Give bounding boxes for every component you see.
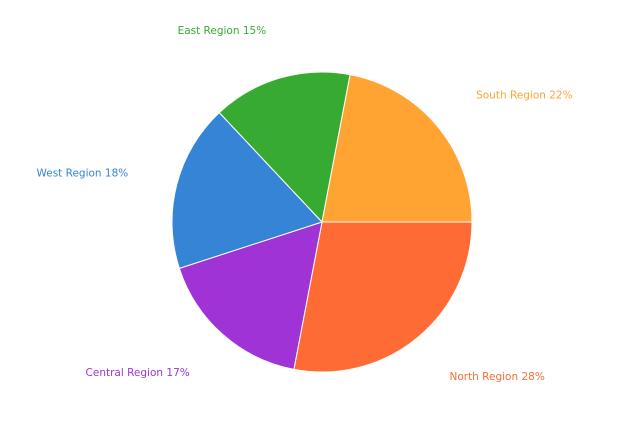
pie-slice-central-region[interactable]: [178, 221, 323, 370]
pie-slice-east-region[interactable]: [218, 71, 351, 224]
pie-slice-north-region[interactable]: [293, 221, 473, 373]
pie-label-south-region: South Region 22%: [476, 90, 572, 102]
pie-label-central-region: Central Region 17%: [86, 367, 190, 379]
pie-label-east-region: East Region 15%: [178, 25, 267, 37]
slices-layer: [171, 71, 473, 373]
pie-label-west-region: West Region 18%: [36, 167, 128, 179]
pie-slice-west-region[interactable]: [171, 111, 323, 269]
pie-slice-south-region[interactable]: [321, 74, 473, 223]
labels-layer: North Region 28% Central Region 17% West R…: [36, 25, 572, 383]
pie-label-north-region: North Region 28%: [449, 371, 544, 383]
